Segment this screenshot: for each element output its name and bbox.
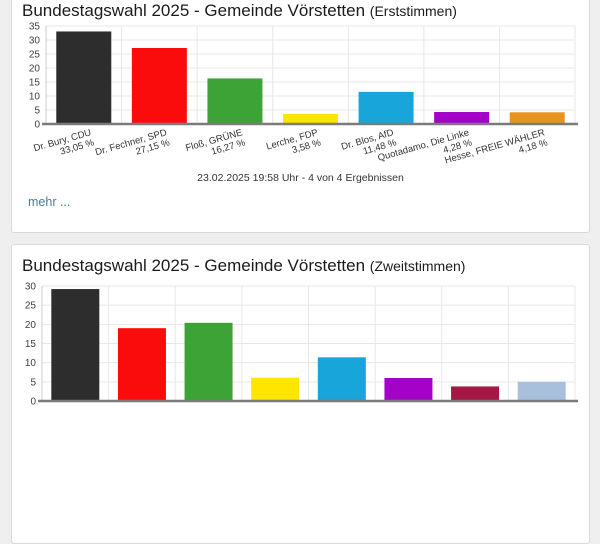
zweitstimmen-chart-title: Bundestagswahl 2025 - Gemeinde Vörstette… <box>22 256 583 276</box>
bar-3 <box>283 113 338 124</box>
y-tick-label: 20 <box>25 320 37 331</box>
bar-1 <box>117 328 166 401</box>
y-tick-label: 20 <box>29 64 41 75</box>
bar-5 <box>434 112 490 124</box>
bar-7 <box>517 381 566 401</box>
bar-5 <box>384 378 433 401</box>
y-tick-label: 30 <box>29 36 41 47</box>
erststimmen-bar-chart: 0 5 10 15 20 25 30 35 Dr. Bury, CDU33,05 %Dr. Fe… <box>29 22 578 168</box>
bar-1 <box>131 47 187 125</box>
bar-0 <box>51 289 100 401</box>
bar-6 <box>451 386 500 401</box>
bar-2 <box>207 78 263 124</box>
election-results-page: { "erststimmen_card": { "title_main": "B… <box>11 0 590 544</box>
y-tick-label: 5 <box>30 377 36 388</box>
zweitstimmen-bar-chart: 0 5 10 15 20 25 30 <box>25 282 578 408</box>
erststimmen-chart-title: Bundestagswahl 2025 - Gemeinde Vörstette… <box>22 1 583 21</box>
x-axis-label: Lerche, FDP3,58 % <box>265 127 323 163</box>
bar-6 <box>509 112 565 124</box>
y-tick-label: 10 <box>25 358 37 369</box>
y-tick-label: 10 <box>29 92 41 103</box>
y-tick-label: 5 <box>34 106 40 117</box>
y-tick-label: 25 <box>29 50 41 61</box>
y-tick-label: 25 <box>25 301 37 312</box>
erststimmen-chart-card: Bundestagswahl 2025 - Gemeinde Vörstette… <box>11 0 590 233</box>
y-tick-label: 30 <box>25 282 37 293</box>
title-main: Bundestagswahl 2025 - Gemeinde Vörstette… <box>22 1 366 20</box>
title-sub: (Erststimmen) <box>369 3 457 19</box>
y-tick-label: 0 <box>34 120 40 131</box>
result-timestamp: 23.02.2025 19:58 Uhr - 4 von 4 Ergebniss… <box>197 172 404 184</box>
bar-4 <box>358 91 414 124</box>
x-axis-label: Dr. Fechner, SPD27,15 % <box>94 127 172 168</box>
y-tick-label: 15 <box>25 339 37 350</box>
x-axis-label: Floß, GRÜNE16,27 % <box>184 127 247 164</box>
x-axis-label: Dr. Bury, CDU33,05 % <box>32 127 96 164</box>
title-main: Bundestagswahl 2025 - Gemeinde Vörstette… <box>22 256 366 275</box>
bar-4 <box>317 357 366 401</box>
bar-2 <box>184 322 233 401</box>
zweitstimmen-chart-card: Bundestagswahl 2025 - Gemeinde Vörstette… <box>11 244 590 544</box>
more-link[interactable]: mehr ... <box>28 195 71 209</box>
title-sub: (Zweitstimmen) <box>369 258 466 274</box>
y-tick-label: 0 <box>30 397 36 408</box>
y-tick-label: 35 <box>29 22 41 33</box>
bar-0 <box>56 31 112 124</box>
y-tick-label: 15 <box>29 78 41 89</box>
bar-3 <box>251 377 300 401</box>
